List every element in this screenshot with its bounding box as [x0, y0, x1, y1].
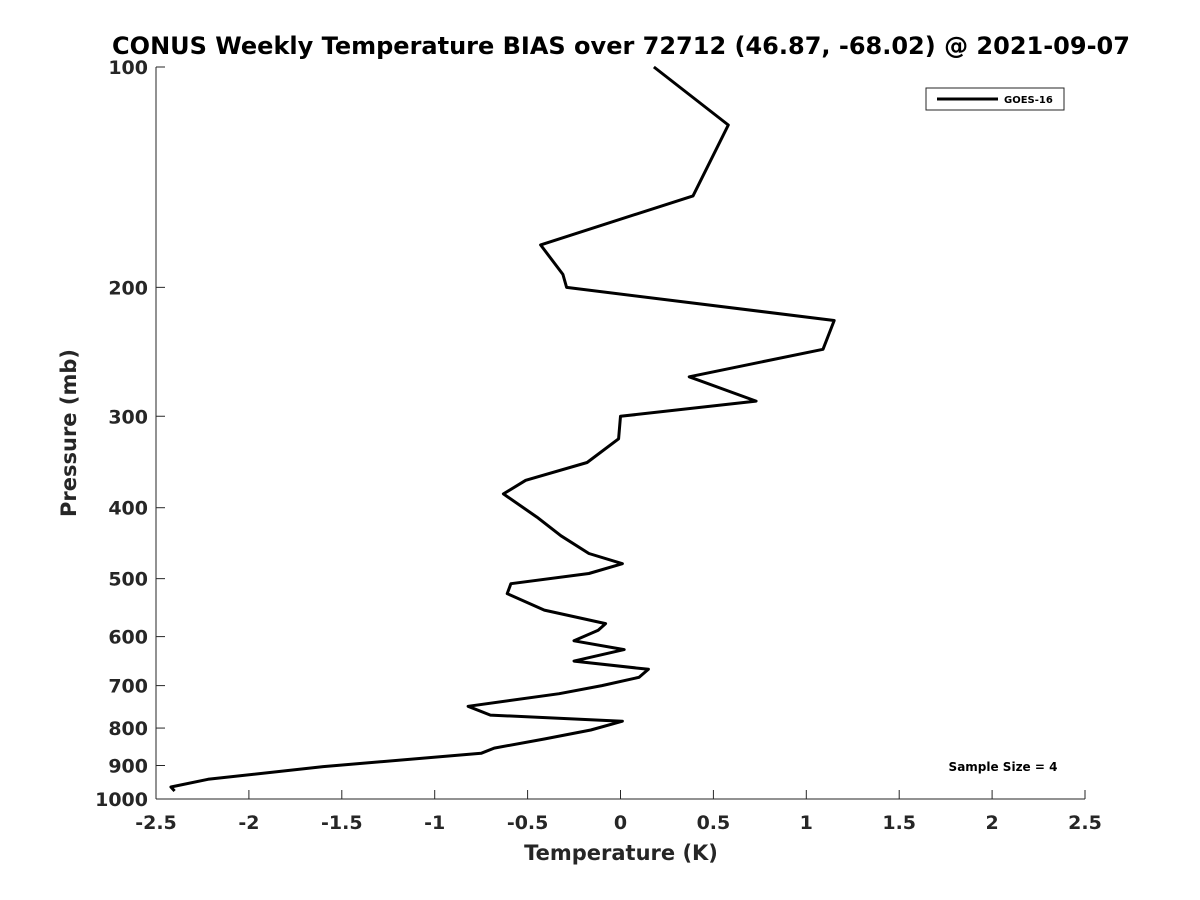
x-tick-label: 0 [614, 812, 627, 834]
y-tick-label: 400 [108, 498, 148, 520]
y-tick-label: 600 [108, 627, 148, 649]
y-axis-label: Pressure (mb) [57, 349, 81, 517]
x-tick-label: -2 [238, 812, 259, 834]
x-tick-label: -1.5 [321, 812, 363, 834]
sample-size-annotation: Sample Size = 4 [949, 760, 1058, 774]
chart-title: CONUS Weekly Temperature BIAS over 72712… [112, 32, 1130, 60]
x-tick-label: -0.5 [507, 812, 549, 834]
y-tick-label: 1000 [95, 789, 148, 811]
legend-entry-goes-16: GOES-16 [1004, 95, 1053, 106]
x-tick-label: 1 [800, 812, 813, 834]
x-tick-label: -2.5 [135, 812, 177, 834]
series-line-goes-16 [169, 65, 836, 793]
x-tick-label: 2 [985, 812, 998, 834]
y-tick-label: 200 [108, 277, 148, 299]
y-tick-label: 900 [108, 756, 148, 778]
legend: GOES-16 [925, 87, 1065, 111]
y-tick-label: 500 [108, 569, 148, 591]
x-tick-label: 1.5 [882, 812, 916, 834]
y-axis-ticks: 100 200 300 400 500 600 700 800 900 1000 [95, 57, 165, 811]
y-tick-label: 800 [108, 718, 148, 740]
y-tick-label: 100 [108, 57, 148, 79]
y-tick-label: 700 [108, 676, 148, 698]
y-tick-label: 300 [108, 406, 148, 428]
x-tick-label: 0.5 [697, 812, 731, 834]
x-tick-label: -1 [424, 812, 445, 834]
x-axis-label: Temperature (K) [524, 841, 718, 865]
x-tick-label: 2.5 [1068, 812, 1102, 834]
x-axis-ticks: -2.5 -2 -1.5 -1 -0.5 0 0.5 1 1.5 2 2.5 [135, 790, 1102, 834]
